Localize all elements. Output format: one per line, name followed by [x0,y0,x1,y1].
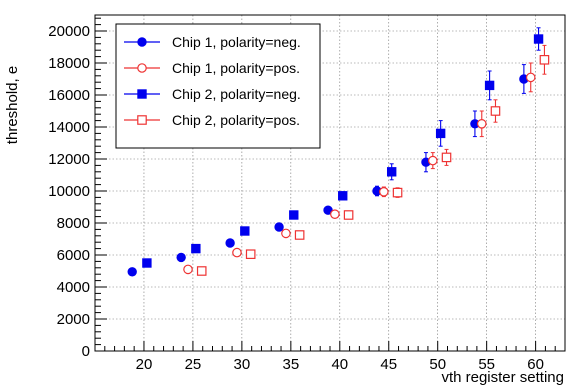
data-point [490,106,501,116]
data-point [330,209,340,219]
data-point [225,238,235,248]
data-point [137,63,147,73]
x-tick-label: 30 [234,356,251,373]
data-point [240,226,250,236]
x-axis-title: vth register setting [441,369,564,386]
legend-entry: Chip 1, polarity=neg. [124,34,301,50]
data-point [386,167,397,177]
data-point [539,54,550,65]
y-axis-title: threshold, e [4,66,21,144]
legend-entry: Chip 2, polarity=neg. [124,86,301,102]
y-tick-label: 6000 [57,247,90,264]
y-tick-label: 10000 [48,183,90,200]
data-point [484,80,495,91]
data-point [245,249,256,259]
series-4 [196,44,550,276]
y-tick-label: 8000 [57,215,90,232]
y-tick-label: 2000 [57,311,90,328]
x-tick-label: 60 [527,356,544,373]
legend-box [115,23,321,149]
data-point [323,205,333,215]
y-tick-label: 4000 [57,279,90,296]
x-tick-label: 40 [331,356,348,373]
y-tick-label: 20000 [48,23,90,40]
data-point [525,72,536,83]
data-point [441,152,452,163]
data-point [137,115,147,125]
data-point [142,258,152,268]
legend-entry: Chip 2, polarity=pos. [124,112,300,128]
data-point [232,247,242,258]
legend: Chip 1, polarity=neg. Chip 1, polarity=po… [115,23,321,149]
y-tick-label: 16000 [48,87,90,104]
legend-label: Chip 2, polarity=pos. [172,112,300,128]
data-point [196,266,207,276]
data-point [183,264,193,275]
legend-label: Chip 1, polarity=neg. [172,34,301,50]
data-point [435,128,446,139]
series-1 [127,64,529,277]
legend-label: Chip 1, polarity=pos. [172,60,300,76]
y-tick-label: 12000 [48,151,90,168]
x-tick-label: 55 [478,356,495,373]
data-point [379,187,389,197]
data-point [428,155,438,166]
legend-label: Chip 2, polarity=neg. [172,86,301,102]
y-tick-label: 18000 [48,55,90,72]
data-point [294,230,305,240]
data-point [274,222,284,232]
data-point [343,210,354,220]
axis-ticks: 20 25 30 35 40 45 50 55 60 0 2000 4000 6000 8000 10000… [48,17,566,373]
data-point [137,89,147,99]
data-point [176,252,186,263]
data-point [476,119,487,129]
x-tick-label: 35 [282,356,299,373]
data-point [127,267,137,277]
data-point [289,210,299,220]
data-point [392,187,403,198]
x-tick-label: 25 [185,356,202,373]
y-tick-label: 14000 [48,119,90,136]
data-point [137,37,147,47]
x-tick-label: 50 [429,356,446,373]
data-point [191,243,201,254]
data-series [127,27,550,277]
data-point [533,34,544,44]
data-point [281,228,291,239]
data-point [338,191,348,201]
legend-entry: Chip 1, polarity=pos. [124,60,300,76]
series-2 [183,62,536,275]
x-tick-label: 20 [136,356,153,373]
x-tick-label: 45 [380,356,397,373]
y-tick-label: 0 [82,343,90,360]
series-3 [142,27,544,268]
